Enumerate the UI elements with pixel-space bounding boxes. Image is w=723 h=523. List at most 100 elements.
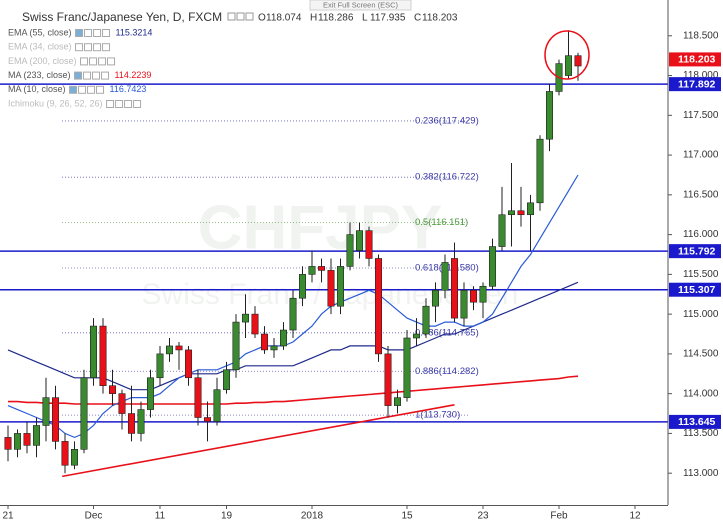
fullscreen-button[interactable] bbox=[309, 0, 412, 11]
legend-icon bbox=[92, 71, 101, 80]
ohlc-key: C bbox=[414, 13, 421, 24]
candle-body bbox=[355, 230, 363, 251]
x-tick-label: Dec bbox=[85, 511, 103, 522]
candle-body bbox=[279, 329, 287, 347]
candle-body bbox=[166, 345, 174, 355]
candle-body bbox=[393, 397, 401, 406]
candle-body bbox=[223, 369, 231, 390]
y-tick-label: 115.000 bbox=[683, 309, 719, 320]
y-tick-label: 114.500 bbox=[683, 349, 719, 360]
x-tick-label: 15 bbox=[401, 511, 413, 522]
legend-icon bbox=[89, 57, 98, 66]
x-tick-label: 11 bbox=[155, 511, 166, 522]
legend-name: EMA (34, close) bbox=[8, 42, 72, 52]
level-tag bbox=[669, 414, 721, 429]
legend-name: MA (233, close) bbox=[8, 70, 71, 80]
x-tick-label: 2018 bbox=[301, 511, 324, 522]
title-icon bbox=[227, 12, 236, 21]
indicator-line bbox=[8, 375, 579, 405]
x-tick-label: Feb bbox=[550, 511, 568, 522]
candle-body bbox=[156, 353, 164, 379]
legend-icon bbox=[75, 29, 84, 37]
legend-name: EMA (55, close) bbox=[8, 27, 72, 37]
legend-icon bbox=[84, 43, 93, 52]
candle-body bbox=[431, 289, 439, 307]
current-price-tag bbox=[669, 52, 721, 67]
candle-body bbox=[536, 138, 544, 204]
candle-body bbox=[460, 289, 468, 319]
chart-title: Swiss Franc/Japanese Yen, D, FXCM bbox=[22, 10, 222, 24]
legend-icon bbox=[83, 71, 92, 80]
y-tick-label: 116.500 bbox=[683, 189, 719, 200]
candle-body bbox=[488, 246, 496, 287]
legend-icon bbox=[115, 100, 124, 108]
legend-icon bbox=[107, 57, 116, 66]
candle-body bbox=[14, 433, 22, 450]
title-icon bbox=[245, 12, 254, 21]
candle-body bbox=[71, 449, 79, 466]
candle-body bbox=[298, 274, 306, 299]
candle-body bbox=[517, 210, 525, 216]
candle-body bbox=[317, 266, 325, 271]
legend-icon bbox=[124, 100, 133, 108]
candle-body bbox=[118, 393, 126, 414]
level-tag-label: 113.645 bbox=[678, 416, 716, 428]
fib-label: 0.786(114.765) bbox=[415, 327, 479, 338]
legend-icon bbox=[84, 29, 93, 37]
y-tick-label: 115.500 bbox=[683, 269, 719, 280]
candle-body bbox=[204, 417, 212, 422]
candle-body bbox=[545, 91, 553, 140]
legend-value: 115.3214 bbox=[116, 27, 153, 37]
legend-icon bbox=[96, 85, 105, 94]
legend-icon bbox=[102, 43, 111, 52]
candle-body bbox=[61, 441, 69, 466]
level-tag-label: 115.307 bbox=[678, 284, 716, 296]
legend-icon bbox=[80, 57, 89, 66]
legend-name: MA (10, close) bbox=[8, 84, 66, 94]
current-price-label: 118.203 bbox=[678, 54, 716, 66]
candle-body bbox=[147, 377, 155, 410]
watermark: CHFJPY bbox=[198, 193, 443, 262]
highlight-circle bbox=[544, 30, 590, 80]
candle-body bbox=[289, 297, 297, 331]
ohlc-key: L bbox=[362, 13, 368, 24]
candle-body bbox=[412, 333, 420, 339]
candle-body bbox=[374, 258, 382, 355]
trendline bbox=[62, 404, 455, 478]
ohlc-key: H bbox=[310, 13, 317, 24]
candle-body bbox=[260, 333, 268, 351]
legend-name: EMA (200, close) bbox=[8, 56, 77, 66]
candle-body bbox=[564, 55, 572, 76]
legend-name: Ichimoku (9, 26, 52, 26) bbox=[8, 98, 103, 108]
legend-icon bbox=[106, 100, 115, 108]
y-tick-label: 118.000 bbox=[683, 70, 719, 81]
candle-body bbox=[403, 337, 411, 398]
legend-icon bbox=[93, 43, 102, 52]
candle-body bbox=[23, 433, 31, 446]
fullscreen-button-label[interactable]: Exit Full Screen (ESC) bbox=[323, 0, 399, 9]
level-tag bbox=[669, 244, 721, 259]
candle-body bbox=[574, 55, 582, 67]
candle-body bbox=[4, 437, 12, 450]
candle-body bbox=[507, 210, 515, 216]
candle-body bbox=[346, 234, 354, 267]
legend-icon bbox=[102, 29, 111, 37]
legend-icon bbox=[133, 100, 142, 108]
y-tick-label: 118.500 bbox=[683, 30, 719, 41]
candle-body bbox=[99, 325, 107, 387]
candle-body bbox=[327, 270, 335, 307]
y-tick-label: 113.000 bbox=[683, 468, 719, 479]
fib-label: 1(113.730) bbox=[415, 410, 460, 421]
candle-body bbox=[175, 345, 183, 351]
y-tick-label: 116.000 bbox=[683, 229, 719, 240]
level-tag bbox=[669, 282, 721, 297]
candle-body bbox=[128, 413, 136, 434]
candle-body bbox=[251, 313, 259, 335]
y-tick-label: 117.000 bbox=[683, 150, 719, 161]
y-tick-label: 117.500 bbox=[683, 110, 719, 121]
x-tick-label: 12 bbox=[629, 511, 641, 522]
level-tag-label: 115.792 bbox=[678, 245, 716, 257]
legend-icon bbox=[78, 85, 87, 94]
ohlc-value: 118.074 bbox=[266, 13, 302, 24]
